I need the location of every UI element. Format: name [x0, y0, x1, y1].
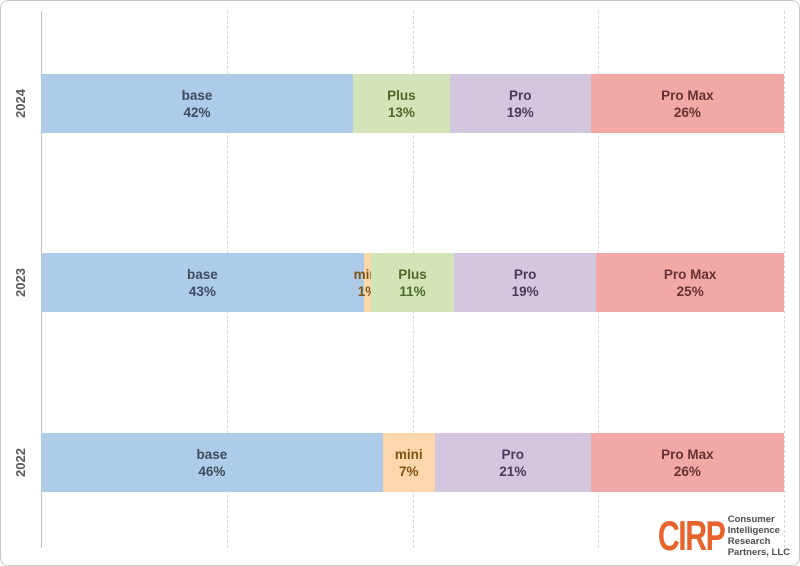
- segment-value: 19%: [506, 104, 534, 120]
- logo-line: Intelligence: [727, 525, 780, 536]
- logo-line: Research: [727, 536, 771, 547]
- cirp-logo-wordmark: CIRP: [658, 512, 726, 559]
- cirp-logo-text: Consumer Intelligence Research Partners,…: [728, 514, 790, 558]
- segment-value: 21%: [499, 463, 527, 479]
- segment-label: mini: [394, 446, 423, 462]
- segment-pro-max[interactable]: Pro Max 25%: [596, 253, 784, 312]
- segment-plus[interactable]: Plus 11%: [371, 253, 454, 312]
- segment-label: Pro: [513, 266, 537, 282]
- segment-value: 26%: [673, 104, 701, 120]
- segment-base[interactable]: base 46%: [41, 433, 383, 492]
- segment-base[interactable]: base 43%: [41, 253, 364, 312]
- segment-value: 46%: [198, 463, 226, 479]
- segment-plus[interactable]: Plus 13%: [353, 74, 450, 133]
- segment-value: 26%: [673, 463, 701, 479]
- segment-pro[interactable]: Pro 21%: [434, 433, 591, 492]
- segment-value: 43%: [188, 283, 216, 299]
- year-axis-label: 2022: [5, 433, 35, 492]
- segment-pro-max[interactable]: Pro Max 26%: [590, 74, 785, 133]
- stacked-bar-2022: base 46% mini 7% Pro 21% Pro Max 26%: [41, 433, 785, 492]
- segment-value: 42%: [183, 104, 211, 120]
- segment-value: 25%: [676, 283, 704, 299]
- segment-label: Pro Max: [661, 446, 714, 462]
- logo-line: Consumer: [727, 514, 775, 525]
- year-axis-label-text: 2022: [12, 448, 28, 477]
- stacked-bar-2023: base 43% mini 1% Plus 11% Pro 19% Pro Max 25%: [41, 253, 784, 312]
- bar-row-2022: 2022 base 46% mini 7% Pro 21% Pro Max 26%: [1, 433, 799, 492]
- segment-value: 7%: [399, 463, 419, 479]
- cirp-logo: CIRP Consumer Intelligence Research Part…: [632, 514, 790, 558]
- segment-value: 13%: [387, 104, 415, 120]
- segment-label: Pro: [508, 87, 532, 103]
- segment-mini[interactable]: mini 7%: [382, 433, 435, 492]
- segment-value: 11%: [399, 283, 426, 299]
- year-axis-label: 2023: [5, 253, 35, 312]
- segment-mini[interactable]: mini 1%: [354, 253, 381, 312]
- segment-label: base: [181, 87, 213, 103]
- segment-label: Pro: [501, 446, 525, 462]
- stacked-bar-2024: base 42% Plus 13% Pro 19% Pro Max 26%: [41, 74, 785, 133]
- segment-value: 19%: [511, 283, 539, 299]
- gridline-100pct: [784, 11, 785, 548]
- segment-pro[interactable]: Pro 19%: [449, 74, 591, 133]
- segment-label: Pro Max: [661, 87, 714, 103]
- segment-label: Plus: [398, 266, 427, 282]
- segment-label: base: [186, 266, 218, 282]
- segment-label: Pro Max: [663, 266, 717, 282]
- segment-label: Plus: [387, 87, 416, 103]
- year-axis-label-text: 2024: [12, 89, 28, 118]
- logo-line: Partners, LLC: [727, 547, 790, 558]
- year-axis-label: 2024: [5, 74, 35, 133]
- bar-row-2024: 2024 base 42% Plus 13% Pro 19% Pro Max 26%: [1, 74, 799, 133]
- year-axis-label-text: 2023: [12, 268, 28, 297]
- segment-pro-max[interactable]: Pro Max 26%: [590, 433, 785, 492]
- bar-row-2023: 2023 base 43% mini 1% Plus 11% Pro 19% Pro Max 25%: [1, 253, 799, 312]
- segment-pro[interactable]: Pro 19%: [453, 253, 597, 312]
- segment-base[interactable]: base 42%: [41, 74, 354, 133]
- segment-label: base: [196, 446, 228, 462]
